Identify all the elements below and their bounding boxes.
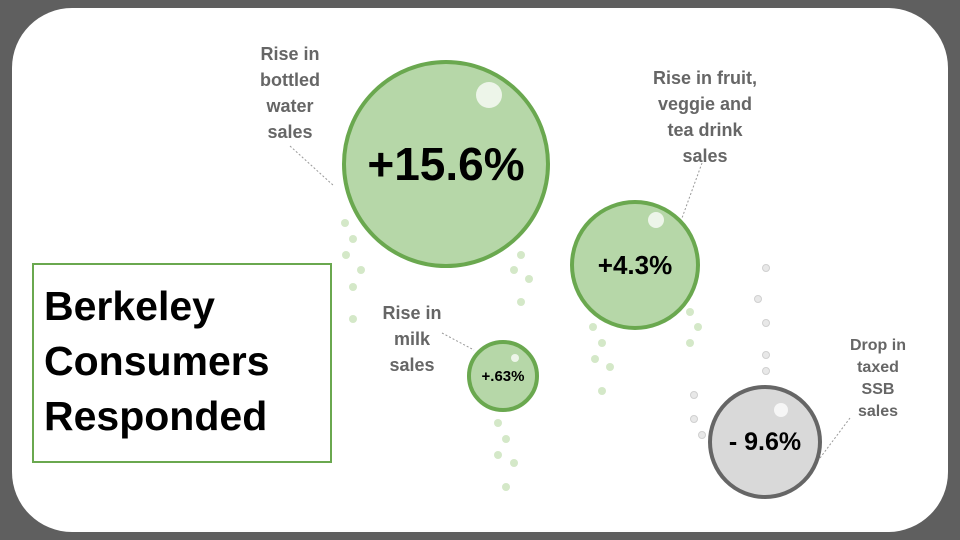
title-box: Berkeley Consumers Responded <box>32 263 332 463</box>
label-line: veggie and <box>657 94 753 114</box>
stat-value-fruit: +4.3% <box>597 249 673 280</box>
decor-dot <box>510 459 518 467</box>
stat-value-ssb: - 9.6% <box>728 427 802 456</box>
decor-dot <box>694 323 702 331</box>
decor-dot <box>606 363 614 371</box>
label-line: Rise in <box>260 44 320 64</box>
decor-dot <box>349 315 357 323</box>
decor-dot <box>349 235 357 243</box>
bubble-shine <box>511 354 519 362</box>
bubble-taxed-ssb: - 9.6% <box>708 385 822 499</box>
slide-card: Berkeley Consumers Responded Rise in bot… <box>12 8 948 532</box>
decor-dot <box>591 355 599 363</box>
label-line: taxed <box>857 359 899 376</box>
bubble-shine <box>476 82 502 108</box>
label-line: Drop in <box>850 337 906 354</box>
label-line: Rise in <box>382 303 442 323</box>
label-fruit-veggie-tea: Rise in fruit, veggie and tea drink sale… <box>630 65 780 169</box>
decor-dot <box>517 298 525 306</box>
title-line-3: Responded <box>44 393 268 439</box>
label-line: water <box>266 96 314 116</box>
decor-dot <box>525 275 533 283</box>
bubble-fruit-veggie-tea: +4.3% <box>570 200 700 330</box>
decor-dot <box>510 266 518 274</box>
title-line-2: Consumers <box>44 338 270 384</box>
decor-dot <box>517 251 525 259</box>
leader-line-water <box>289 145 335 187</box>
leader-line-fruit <box>681 162 703 219</box>
decor-dot <box>341 219 349 227</box>
decor-dot <box>589 323 597 331</box>
decor-dot <box>762 264 770 272</box>
title-line-1: Berkeley <box>44 283 215 329</box>
label-line: bottled <box>260 70 320 90</box>
decor-dot <box>494 451 502 459</box>
decor-dot <box>598 387 606 395</box>
label-line: sales <box>682 146 728 166</box>
label-line: SSB <box>861 381 895 398</box>
leader-line-ssb <box>819 417 851 459</box>
label-line: milk <box>393 329 431 349</box>
label-taxed-ssb: Drop in taxed SSB sales <box>832 335 924 423</box>
bubble-milk: +.63% <box>467 340 539 412</box>
stat-value-water: +15.6% <box>367 138 525 190</box>
label-line: tea drink <box>667 120 743 140</box>
decor-dot <box>349 283 357 291</box>
bubble-shine <box>648 212 664 228</box>
decor-dot <box>342 251 350 259</box>
label-milk: Rise in milk sales <box>362 300 462 378</box>
decor-dot <box>357 266 365 274</box>
decor-dot <box>502 483 510 491</box>
decor-dot <box>598 339 606 347</box>
decor-dot <box>762 367 770 375</box>
decor-dot <box>686 339 694 347</box>
label-line: sales <box>389 355 435 375</box>
stat-value-milk: +.63% <box>481 367 525 385</box>
label-line: Rise in fruit, <box>652 68 757 88</box>
decor-dot <box>698 431 706 439</box>
decor-dot <box>762 351 770 359</box>
decor-dot <box>762 319 770 327</box>
decor-dot <box>686 308 694 316</box>
decor-dot <box>494 419 502 427</box>
decor-dot <box>502 435 510 443</box>
decor-dot <box>690 415 698 423</box>
label-line: sales <box>857 403 899 420</box>
decor-dot <box>690 391 698 399</box>
bubble-bottled-water: +15.6% <box>342 60 550 268</box>
label-bottled-water: Rise in bottled water sales <box>240 41 340 145</box>
decor-dot <box>754 295 762 303</box>
leader-lines <box>289 145 851 459</box>
bubble-shine <box>774 403 788 417</box>
label-line: sales <box>267 122 313 142</box>
